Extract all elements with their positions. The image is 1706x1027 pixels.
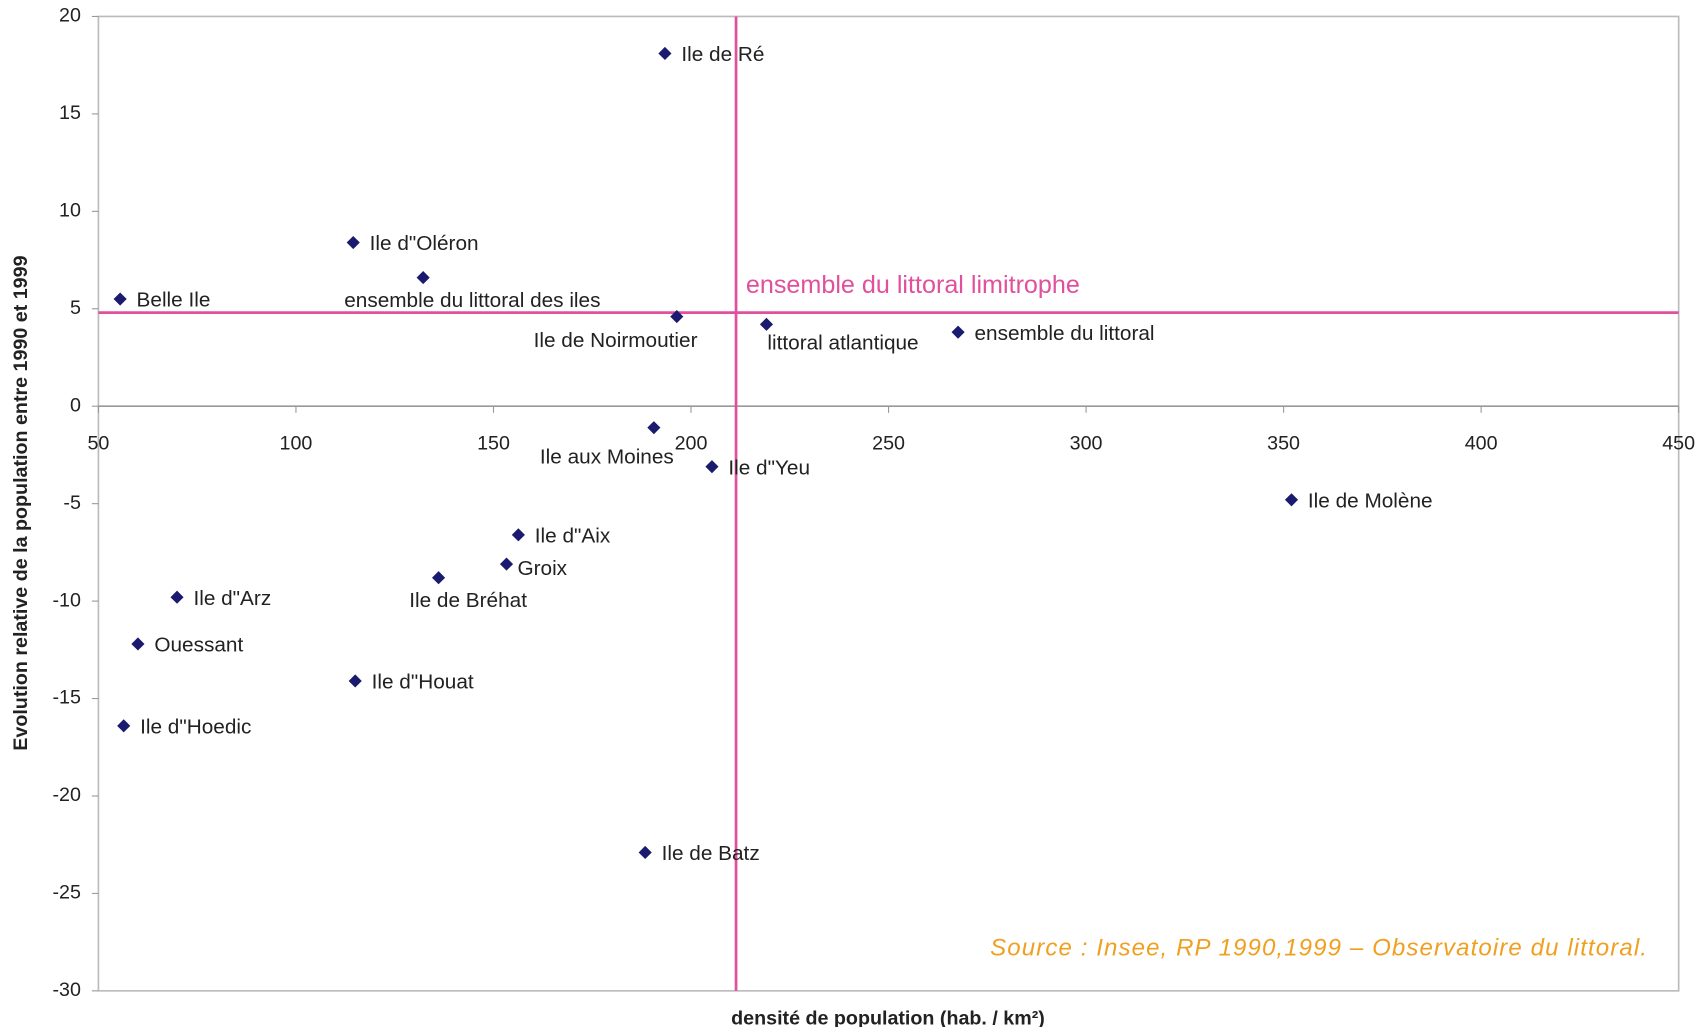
point xyxy=(170,590,184,604)
point xyxy=(951,325,965,339)
point xyxy=(638,845,652,860)
point xyxy=(432,571,446,585)
y-tick-label: 15 xyxy=(59,102,81,124)
point-label: Groix xyxy=(517,557,567,580)
y-tick-label: -30 xyxy=(52,979,80,1001)
x-tick-label: 100 xyxy=(280,433,313,455)
y-tick-label: -20 xyxy=(52,784,80,806)
point-label: littoral atlantique xyxy=(767,332,918,355)
point xyxy=(1284,493,1299,507)
y-tick-label: 5 xyxy=(70,297,81,319)
point xyxy=(113,292,127,306)
point xyxy=(670,310,684,324)
y-tick-label: 20 xyxy=(59,5,81,27)
plot-frame xyxy=(97,15,1680,992)
point-label: ensemble du littoral xyxy=(974,322,1154,345)
point-label: Ile de Molène xyxy=(1308,489,1433,512)
point-label: Ile d"Hoedic xyxy=(140,715,251,738)
y-tick-label: -15 xyxy=(52,687,80,709)
point xyxy=(131,637,145,651)
x-tick-label: 400 xyxy=(1465,433,1498,455)
point xyxy=(346,235,360,250)
reference-label: ensemble du littoral limitrophe xyxy=(746,271,1080,299)
x-tick-label: 300 xyxy=(1070,433,1103,455)
point-label: Ile d"Oléron xyxy=(370,232,479,255)
point-label: Ouessant xyxy=(154,634,243,657)
point xyxy=(511,528,525,542)
y-tick-label: -25 xyxy=(52,882,80,904)
point-label: ensemble du littoral des iles xyxy=(344,289,600,312)
point-label: Ile d"Arz xyxy=(193,587,271,610)
point xyxy=(416,271,430,285)
y-axis-title: Evolution relative de la population entr… xyxy=(10,255,32,750)
point xyxy=(705,460,719,474)
point xyxy=(658,46,672,61)
point xyxy=(348,674,362,688)
x-tick-label: 350 xyxy=(1267,433,1300,455)
point-label: Ile d"Yeu xyxy=(728,456,810,479)
y-tick-label: -10 xyxy=(52,589,80,611)
x-axis-title: densité de population (hab. / km²) xyxy=(731,1007,1045,1027)
x-tick-label: 150 xyxy=(477,433,510,455)
point-label: Ile de Ré xyxy=(681,43,764,66)
x-tick-label: 250 xyxy=(872,433,905,455)
x-tick-label: 200 xyxy=(675,433,708,455)
x-tick-label: 50 xyxy=(87,433,109,455)
point-label: Ile d"Aix xyxy=(535,525,611,548)
x-tick-label: 450 xyxy=(1662,433,1695,455)
point-label: Ile d"Houat xyxy=(372,671,474,694)
point xyxy=(759,317,774,331)
point-label: Ile de Noirmoutier xyxy=(534,329,698,352)
y-tick-label: 0 xyxy=(70,394,81,416)
point-label: Ile de Bréhat xyxy=(409,589,527,612)
point xyxy=(499,557,514,571)
y-tick-label: 10 xyxy=(59,200,81,222)
point xyxy=(117,719,131,733)
point-label: Ile aux Moines xyxy=(540,446,674,469)
source-note: Source : Insee, RP 1990,1999 – Observato… xyxy=(990,935,1648,962)
point-label: Ile de Batz xyxy=(662,842,760,865)
y-tick-label: -5 xyxy=(63,492,81,514)
point xyxy=(647,421,661,435)
point-label: Belle Ile xyxy=(137,289,211,312)
